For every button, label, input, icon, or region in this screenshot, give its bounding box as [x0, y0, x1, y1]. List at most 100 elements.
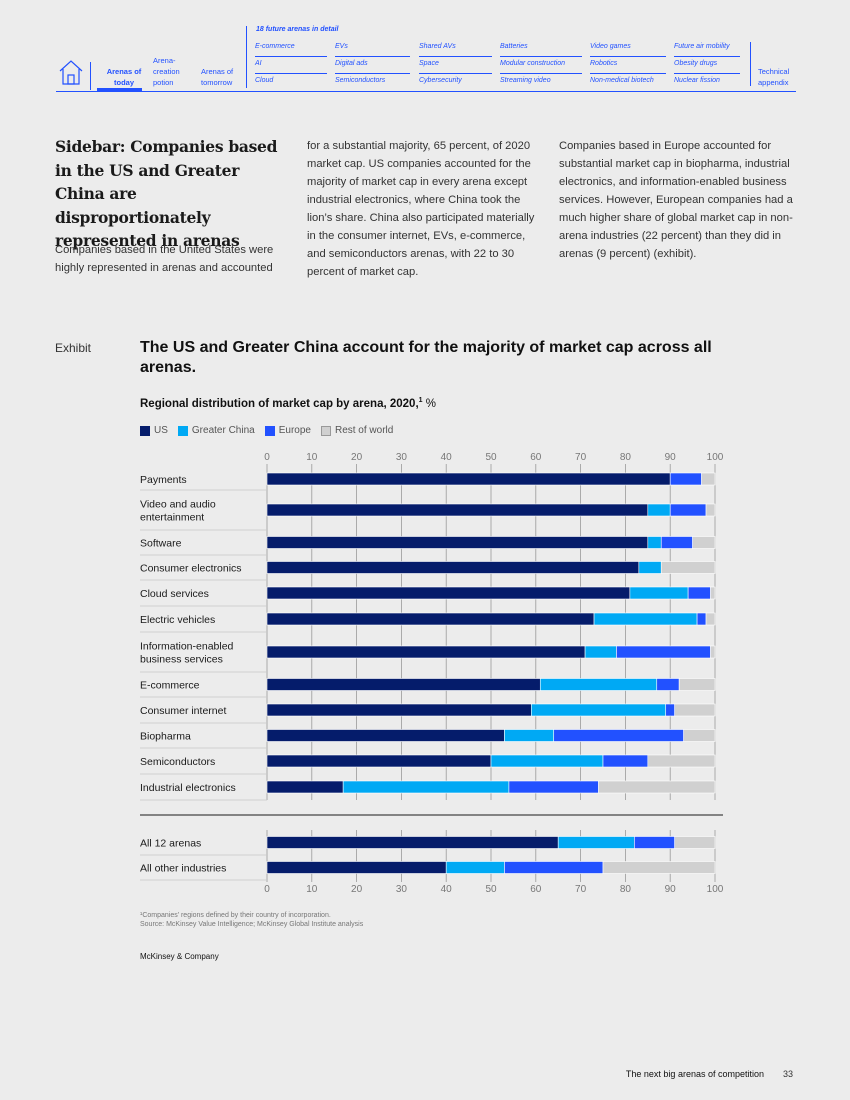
arena-link[interactable]: EVs: [335, 40, 410, 57]
bar-segment-rest-of-world: [705, 612, 716, 626]
future-arenas-heading: 18 future arenas in detail: [256, 26, 339, 33]
x-tick-label-bottom: 0: [264, 884, 270, 895]
bar-segment-rest-of-world: [710, 586, 716, 600]
bar-segment-rest-of-world: [683, 729, 716, 742]
brand-name: McKinsey & Company: [140, 952, 219, 961]
bar-segment-greater-china: [531, 703, 667, 717]
bar-segment-greater-china: [504, 729, 555, 742]
category-label: Software: [140, 538, 182, 550]
legend-swatch: [140, 425, 150, 436]
category-label: Video and audio: [140, 499, 216, 511]
arena-link[interactable]: Robotics: [590, 57, 666, 74]
arena-link[interactable]: Modular construction: [500, 57, 582, 74]
total-label: All 12 arenas: [140, 838, 201, 850]
arena-link[interactable]: Future air mobility: [674, 40, 740, 57]
arena-link[interactable]: Batteries: [500, 40, 582, 57]
bar-segment-rest-of-world: [692, 536, 716, 549]
chart-subtitle: Regional distribution of market cap by a…: [140, 397, 436, 410]
footnote-marker: 1: [418, 397, 423, 404]
arena-link[interactable]: Cybersecurity: [419, 77, 462, 84]
source-line: Source: McKinsey Value Intelligence; McK…: [140, 921, 364, 928]
arena-link[interactable]: Obesity drugs: [674, 57, 740, 74]
bar-segment-greater-china: [557, 836, 635, 849]
bar-segment-greater-china: [490, 754, 604, 768]
arena-column: Batteries Modular construction Streaming…: [500, 40, 582, 91]
legend-swatch: [177, 425, 188, 436]
bar-segment-greater-china: [629, 586, 689, 600]
x-tick-label-top: 70: [575, 452, 587, 463]
x-tick-label-bottom: 10: [306, 884, 318, 895]
category-label: E-commerce: [140, 680, 200, 692]
bar-segment-greater-china: [647, 503, 671, 517]
x-tick-label-top: 20: [351, 452, 363, 463]
bar-segment-greater-china: [539, 678, 658, 691]
footer-title: The next big arenas of competition: [625, 1069, 764, 1079]
bar-segment-europe: [687, 586, 711, 600]
bar-segment-us: [266, 612, 595, 626]
category-label: Biopharma: [140, 731, 191, 743]
arena-link[interactable]: Digital ads: [335, 57, 410, 74]
arena-column: Future air mobility Obesity drugs Nuclea…: [674, 40, 740, 91]
arena-link[interactable]: E-commerce: [255, 40, 327, 57]
category-label: Semiconductors: [140, 756, 215, 768]
arena-link[interactable]: Nuclear fission: [674, 77, 720, 84]
tab-technical-appendix[interactable]: Technical appendix: [758, 67, 790, 87]
category-label: Industrial electronics: [140, 782, 236, 794]
x-tick-label-top: 0: [264, 452, 270, 463]
nav-divider: [90, 62, 91, 90]
bar-segment-rest-of-world: [701, 472, 716, 486]
bar-segment-us: [266, 836, 559, 849]
bar-segment-rest-of-world: [647, 754, 716, 768]
x-tick-label-top: 80: [620, 452, 632, 463]
legend-swatch: [264, 425, 275, 436]
bar-segment-rest-of-world: [674, 703, 716, 717]
footnote-line: ¹Companies’ regions defined by their cou…: [140, 912, 331, 919]
legend-item-us: US: [140, 425, 168, 436]
arena-column: Shared AVs Space Cybersecurity: [419, 40, 492, 91]
page-number: 33: [783, 1069, 794, 1079]
bar-segment-rest-of-world: [598, 780, 716, 794]
x-tick-label-bottom: 80: [620, 884, 632, 895]
exhibit-label: Exhibit: [55, 341, 92, 355]
category-label: Consumer internet: [140, 705, 226, 717]
arena-link[interactable]: Video games: [590, 40, 666, 57]
arena-link[interactable]: Space: [419, 57, 492, 74]
x-tick-label-bottom: 20: [351, 884, 363, 895]
arena-link[interactable]: Semiconductors: [335, 77, 386, 84]
tab-arenas-of-today[interactable]: Arenas of today: [106, 67, 142, 87]
bar-segment-europe: [504, 861, 604, 874]
x-tick-label-top: 60: [530, 452, 542, 463]
arena-link[interactable]: Non-medical biotech: [590, 77, 654, 84]
arena-link[interactable]: Cloud: [255, 77, 274, 84]
legend-label: Greater China: [191, 425, 255, 436]
bar-segment-europe: [696, 612, 707, 626]
bar-segment-greater-china: [342, 780, 510, 794]
home-icon[interactable]: [58, 58, 84, 86]
bar-segment-rest-of-world: [660, 561, 716, 574]
active-tab-indicator: [97, 88, 142, 91]
bar-segment-europe: [656, 678, 680, 691]
chart-footnote: ¹Companies’ regions defined by their cou…: [140, 911, 363, 929]
x-tick-label-bottom: 100: [707, 884, 724, 895]
arena-link[interactable]: Shared AVs: [419, 40, 492, 57]
tab-arenas-of-tomorrow[interactable]: Arenas of tomorrow: [201, 67, 234, 87]
arena-link[interactable]: AI: [255, 57, 327, 74]
bar-segment-us: [266, 586, 631, 600]
sidebar-paragraph-3: Companies based in Europe accounted for …: [559, 140, 793, 260]
x-tick-label-bottom: 40: [441, 884, 453, 895]
bar-segment-us: [266, 678, 541, 691]
x-tick-label-top: 90: [665, 452, 677, 463]
legend-item-greater-china: Greater China: [177, 425, 255, 436]
category-label: Information-enabled: [140, 641, 234, 653]
bar-segment-us: [266, 503, 649, 517]
bar-segment-us: [266, 729, 505, 742]
legend-item-rest-of-world: Rest of world: [320, 425, 394, 436]
tab-arena-creation-potion[interactable]: Arena-creation potion: [153, 56, 180, 87]
total-label: All other industries: [140, 863, 226, 875]
category-label: Cloud services: [140, 588, 209, 600]
legend-label: Rest of world: [334, 425, 394, 436]
arena-link[interactable]: Streaming video: [500, 77, 551, 84]
bar-segment-us: [266, 561, 640, 574]
x-tick-label-bottom: 60: [530, 884, 542, 895]
bar-segment-greater-china: [593, 612, 698, 626]
